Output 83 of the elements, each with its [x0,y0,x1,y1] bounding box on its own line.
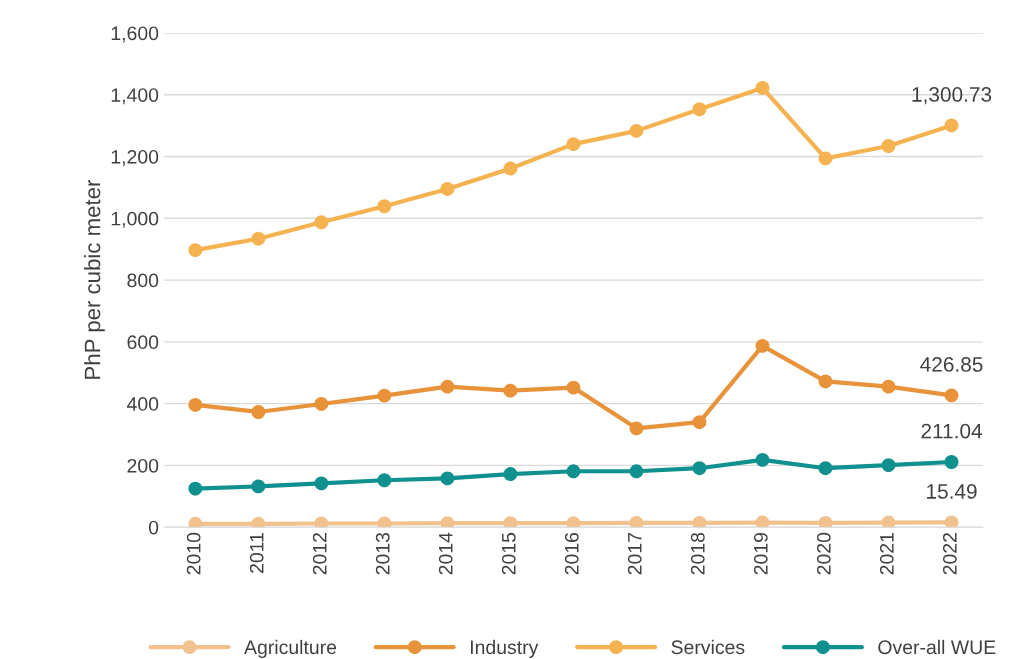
point [881,515,896,528]
x-tick-label: 2016 [564,532,579,575]
point [503,467,518,482]
point [566,516,581,528]
legend-label: Industry [470,639,539,658]
point [314,215,329,230]
x-tick-label: 2013 [375,532,390,575]
y-axis-title: PhP per cubic meter [84,179,105,379]
point [503,383,518,398]
point [377,516,392,528]
point [755,515,770,528]
y-tick-label: 1,600 [111,26,159,43]
y-tick-label: 600 [127,335,159,350]
point [251,231,266,246]
point [377,199,392,214]
point [629,515,644,528]
point [629,464,644,479]
point [251,405,266,419]
point [188,397,203,412]
point [944,455,959,469]
x-tick-label: 2011 [249,533,264,573]
x-tick-label: 2015 [501,532,516,575]
point [566,464,581,479]
x-tick-label: 2018 [690,532,705,575]
data-label: 15.49 [927,484,977,499]
data-label: 426.85 [920,357,983,372]
point [944,515,959,528]
point [755,80,770,95]
point [881,379,896,394]
point [440,471,455,486]
point [755,452,770,467]
point [629,123,644,138]
point [440,182,455,196]
y-tick-label: 0 [148,520,159,535]
point [692,461,707,476]
point [251,479,266,494]
point [440,516,455,528]
point [377,388,392,403]
data-label: 211.04 [921,423,983,439]
x-tick-label: 2020 [816,532,831,575]
point [692,415,707,430]
legend-label: Over-all WUE [878,639,996,655]
legend-label: Services [671,639,745,655]
point [251,516,266,528]
x-tick-label: 2014 [438,532,453,575]
point [314,476,329,491]
point [314,516,329,528]
point [503,516,518,528]
legend-label: Agriculture [244,639,337,658]
point [503,161,518,176]
y-tick-label: 1,400 [111,88,159,105]
point [692,102,707,117]
point [566,137,581,152]
point [881,139,896,153]
point [818,515,833,528]
point [377,473,392,488]
y-tick-label: 1,000 [111,211,159,228]
point [692,515,707,528]
point [755,338,770,353]
point [944,118,959,133]
x-tick-label: 2019 [753,532,768,575]
x-tick-label: 2017 [627,533,642,575]
x-tick-label: 2022 [942,533,957,575]
data-label: 1,300.73 [912,87,992,105]
point [629,421,644,436]
point [566,380,581,395]
point [188,516,203,528]
point [881,458,896,473]
x-tick-label: 2012 [312,533,327,575]
y-tick-label: 1,200 [111,149,159,167]
y-tick-label: 400 [126,397,159,411]
point [314,397,329,411]
y-tick-label: 800 [127,273,159,288]
y-tick-label: 200 [127,458,159,473]
point [188,243,203,258]
x-tick-label: 2010 [186,532,201,575]
point [440,379,455,394]
point [818,374,833,389]
point [818,461,833,476]
point [944,388,959,403]
x-tick-label: 2021 [879,533,894,575]
point [818,151,833,166]
point [188,481,203,496]
